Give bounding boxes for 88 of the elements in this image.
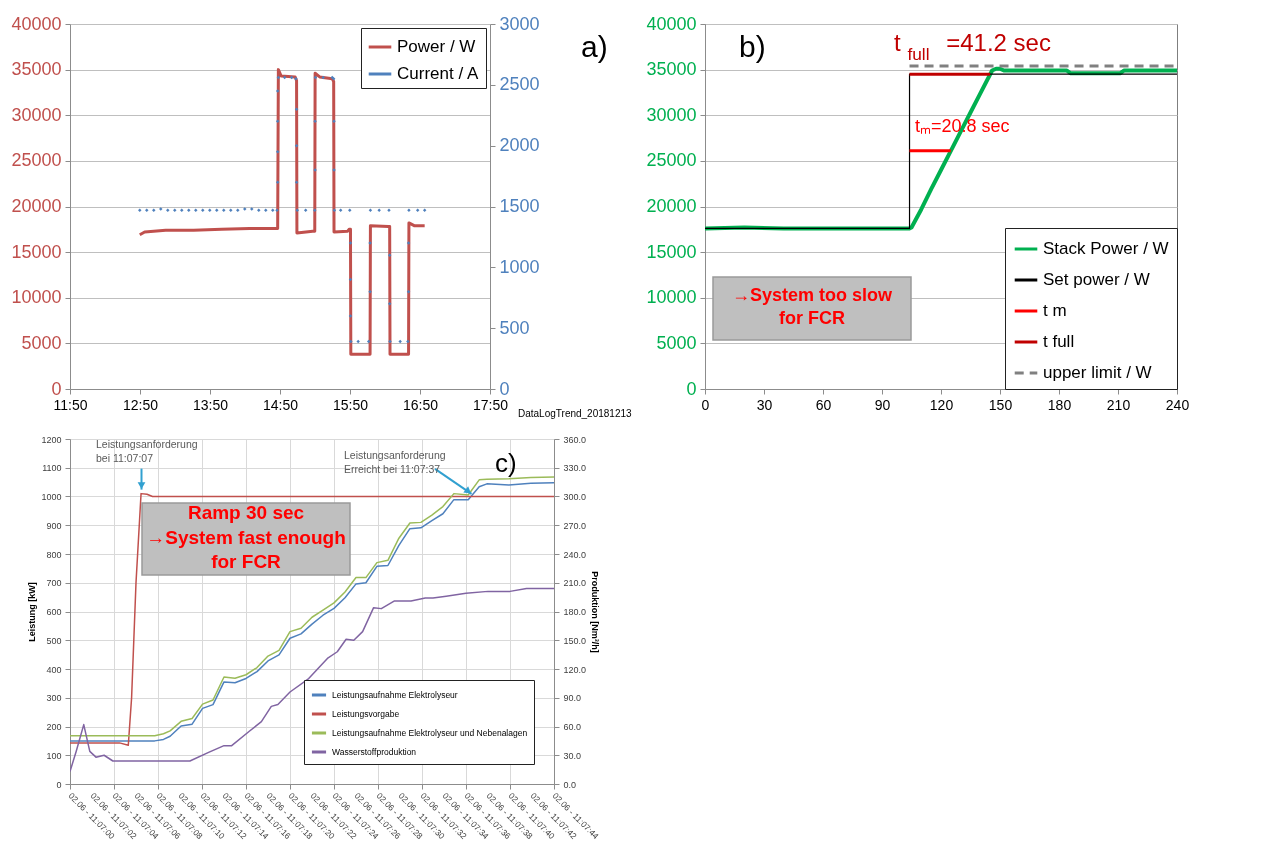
- annotation: c): [495, 448, 517, 478]
- legend-label: Stack Power / W: [1043, 239, 1169, 258]
- y2-tick-label: 360.0: [563, 434, 587, 445]
- legend-label: Wasserstoffproduktion: [332, 747, 417, 757]
- y2-axis-title: Produktion [Nm³/h]: [590, 571, 601, 653]
- y2-tick-label: 240.0: [563, 549, 587, 560]
- annotation: Leistungsanforderung Erreicht bei 11:07:37: [344, 448, 446, 475]
- x-tick-label: 11:50: [53, 396, 88, 413]
- y2-tick-label: 180.0: [563, 607, 587, 617]
- y-tick-label: 25000: [646, 150, 697, 171]
- y-tick-label: 600: [46, 607, 62, 617]
- y-tick-label: 900: [46, 520, 62, 531]
- y2-tick-label: 3000: [499, 13, 540, 34]
- y-tick-label: 700: [46, 578, 62, 589]
- y2-tick-label: 2000: [499, 135, 540, 156]
- legend-label: Power / W: [397, 37, 476, 56]
- annotation: →System too slow for FCR: [731, 285, 894, 329]
- x-tick-label: 0: [701, 396, 710, 413]
- y-tick-label: 25000: [11, 150, 62, 171]
- x-tick-label: 60: [815, 396, 832, 413]
- legend-label: Leistungsaufnahme Elektrolyseur: [332, 690, 458, 700]
- x-tick-label: 17:50: [472, 396, 509, 413]
- y2-tick-label: 270.0: [563, 520, 587, 531]
- y2-tick-label: 0.0: [563, 779, 577, 790]
- y-tick-label: 200: [46, 722, 62, 732]
- y2-tick-label: 90.0: [563, 693, 582, 704]
- y2-tick-label: 0: [499, 378, 510, 399]
- y2-tick-label: 300.0: [563, 492, 587, 502]
- text: DataLogTrend_20181213: [518, 408, 633, 419]
- legend-label: t m: [1043, 301, 1067, 320]
- y-tick-label: 40000: [11, 13, 62, 34]
- y-tick-label: 15000: [646, 241, 697, 262]
- y-tick-label: 0: [51, 378, 62, 399]
- y-tick-label: 10000: [11, 287, 62, 308]
- legend-label: Current / A: [397, 64, 479, 83]
- x-tick-label: 14:50: [262, 396, 299, 413]
- y2-tick-label: 120.0: [563, 664, 587, 675]
- y2-tick-label: 150.0: [563, 635, 587, 646]
- y-tick-label: 400: [46, 664, 62, 675]
- x-tick-label: 120: [929, 396, 954, 413]
- text: a): [581, 30, 608, 63]
- annotation: b): [739, 30, 766, 63]
- y-tick-label: 0: [686, 378, 697, 399]
- y-tick-label: 15000: [11, 241, 62, 262]
- legend-label: Leistungsaufnahme Elektrolyseur und Nebenalagen: [332, 728, 528, 738]
- x-tick-label: 240: [1165, 396, 1190, 413]
- y-tick-label: 35000: [11, 59, 62, 80]
- y2-tick-label: 330.0: [563, 463, 587, 474]
- x-tick-label: 13:50: [192, 396, 229, 413]
- x-tick-label: 210: [1106, 396, 1131, 413]
- x-tick-label: 180: [1047, 396, 1072, 413]
- legend-label: Leistungsvorgabe: [332, 709, 400, 719]
- y-tick-label: 800: [46, 549, 62, 560]
- legend-label: upper limit / W: [1043, 363, 1152, 382]
- legend-label: t full: [1043, 332, 1075, 351]
- y-tick-label: 1100: [42, 463, 62, 474]
- y2-tick-label: 500: [499, 317, 530, 338]
- x-tick-label: 16:50: [402, 396, 439, 413]
- y-tick-label: 35000: [646, 59, 697, 80]
- y-tick-label: 30000: [11, 104, 62, 125]
- y-tick-label: 5000: [656, 332, 697, 353]
- y-tick-label: 1000: [41, 492, 62, 502]
- y-axis-title: Leistung [kW]: [27, 582, 38, 642]
- y-tick-label: 0: [56, 779, 62, 790]
- y2-tick-label: 2500: [499, 74, 540, 95]
- annotation: Ramp 30 sec →System fast enough for FCR: [146, 501, 346, 573]
- x-tick-label: 90: [874, 396, 891, 413]
- y-tick-label: 10000: [646, 287, 697, 308]
- annotation: Leistungsanforderung bei 11:07:07: [96, 437, 198, 464]
- y-tick-label: 500: [46, 635, 62, 646]
- y-tick-label: 5000: [21, 332, 62, 353]
- y2-tick-label: 1500: [499, 196, 540, 216]
- y2-tick-label: 30.0: [563, 750, 582, 761]
- y2-tick-label: 60.0: [563, 722, 582, 732]
- y-tick-label: 20000: [11, 196, 62, 216]
- y-tick-label: 20000: [646, 196, 697, 216]
- y-tick-label: 100: [46, 750, 62, 761]
- y-tick-label: 1200: [41, 434, 62, 445]
- y-tick-label: 300: [46, 693, 62, 704]
- x-tick-label: 150: [988, 396, 1013, 413]
- x-tick-label: 30: [756, 396, 773, 413]
- y-tick-label: 30000: [646, 104, 697, 125]
- y2-tick-label: 210.0: [563, 578, 587, 589]
- y-tick-label: 40000: [646, 13, 697, 34]
- x-tick-label: 12:50: [122, 396, 159, 413]
- x-tick-label: 15:50: [332, 396, 369, 413]
- legend-label: Set power / W: [1043, 270, 1150, 289]
- y2-tick-label: 1000: [499, 256, 540, 277]
